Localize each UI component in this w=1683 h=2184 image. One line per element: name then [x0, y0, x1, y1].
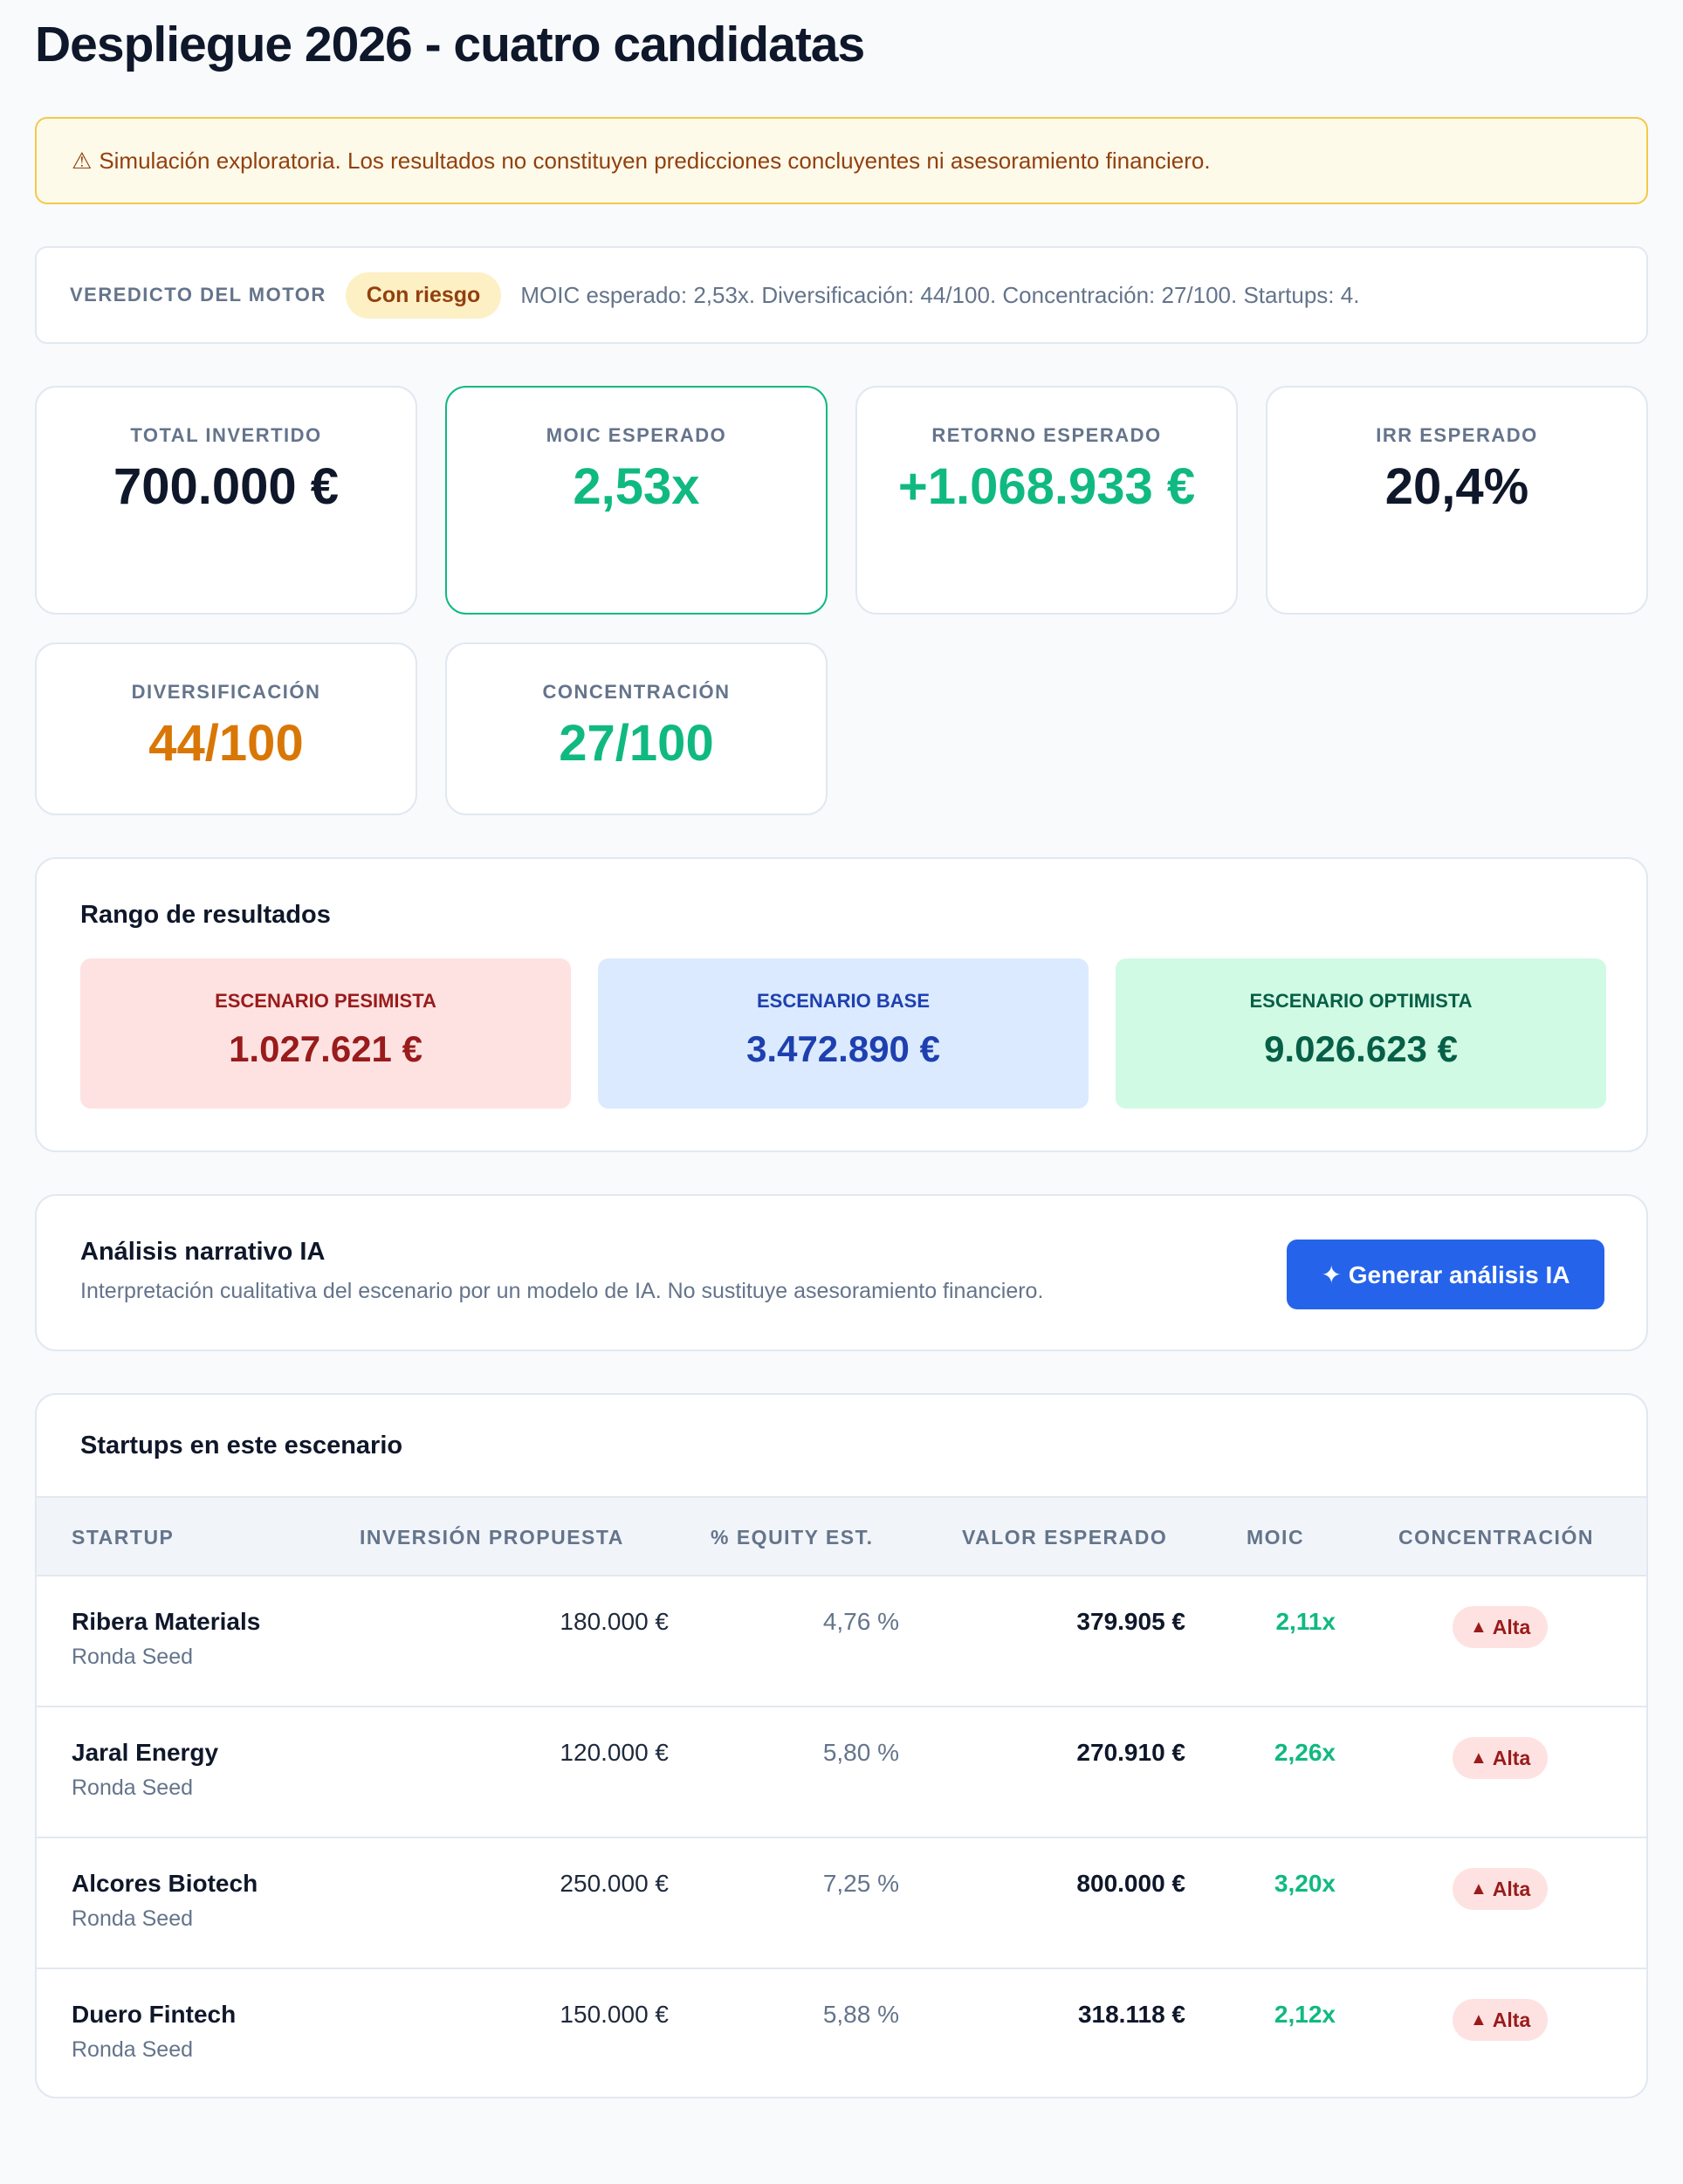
kpi-label: TOTAL INVERTIDO: [130, 424, 322, 446]
expected-value: 379.905 €: [1076, 1608, 1185, 1635]
kpi-label: DIVERSIFICACIÓN: [131, 681, 321, 703]
verdict-badge: Con riesgo: [345, 271, 502, 319]
startup-round: Ronda Seed: [72, 1775, 194, 1800]
expected-value: 318.118 €: [1077, 2001, 1185, 2028]
startups-table-title: Startups en este escenario: [80, 1432, 403, 1459]
warning-icon: ⚠: [72, 147, 93, 174]
concentration-label: Alta: [1492, 1746, 1531, 1769]
disclaimer-text: Simulación exploratoria. Los resultados …: [99, 147, 1211, 174]
verdict-label: VEREDICTO DEL MOTOR: [70, 284, 326, 306]
startups-table-card: Startups en este escenario STARTUP INVER…: [35, 1393, 1648, 2098]
kpi-label: MOIC ESPERADO: [546, 424, 727, 446]
ai-analysis-card: Análisis narrativo IA Interpretación cua…: [35, 1194, 1648, 1351]
kpi-expected-return: RETORNO ESPERADO +1.068.933 €: [855, 386, 1238, 615]
startup-name: Ribera Materials: [72, 1608, 261, 1635]
concentration-badge: ▲ Alta: [1453, 1868, 1549, 1910]
proposed-investment: 120.000 €: [560, 1739, 669, 1766]
kpi-value: 20,4%: [1384, 458, 1529, 515]
startup-round: Ronda Seed: [72, 1906, 194, 1931]
alert-triangle-icon: ▲: [1470, 1617, 1487, 1637]
expected-value: 270.910 €: [1076, 1739, 1185, 1766]
column-header: STARTUP: [72, 1526, 175, 1549]
startup-name: Alcores Biotech: [72, 1870, 258, 1897]
results-range-card: Rango de resultados ESCENARIO PESIMISTA …: [35, 857, 1648, 1152]
scenario-label: ESCENARIO BASE: [756, 990, 931, 1012]
kpi-diversification: DIVERSIFICACIÓN 44/100: [35, 642, 417, 815]
moic-value: 2,12x: [1274, 2001, 1336, 2028]
concentration-badge: ▲ Alta: [1453, 1606, 1549, 1648]
kpi-expected-irr: IRR ESPERADO 20,4%: [1266, 386, 1648, 615]
kpi-value: 2,53x: [573, 458, 700, 515]
column-header: INVERSIÓN PROPUESTA: [360, 1526, 624, 1549]
moic-value: 2,26x: [1274, 1739, 1336, 1766]
engine-verdict: VEREDICTO DEL MOTOR Con riesgo MOIC espe…: [35, 246, 1648, 344]
startup-name: Duero Fintech: [72, 2001, 237, 2028]
scenario-value: 1.027.621 €: [229, 1028, 422, 1069]
scenario-label: ESCENARIO OPTIMISTA: [1249, 990, 1473, 1012]
scenario-label: ESCENARIO PESIMISTA: [215, 990, 436, 1012]
proposed-investment: 150.000 €: [560, 2001, 669, 2028]
startup-round: Ronda Seed: [72, 2037, 194, 2062]
concentration-label: Alta: [1492, 1877, 1531, 1900]
scenario-value: 3.472.890 €: [746, 1028, 940, 1069]
scenario-optimistic: ESCENARIO OPTIMISTA 9.026.623 €: [1116, 958, 1606, 1109]
estimated-equity: 5,88 %: [822, 2001, 899, 2028]
alert-triangle-icon: ▲: [1470, 1748, 1487, 1768]
estimated-equity: 4,76 %: [822, 1608, 899, 1635]
generate-ai-analysis-button[interactable]: ✦ Generar análisis IA: [1287, 1240, 1604, 1309]
kpi-value: 700.000 €: [113, 458, 340, 515]
moic-value: 2,11x: [1275, 1608, 1336, 1635]
column-header: MOIC: [1247, 1526, 1305, 1549]
kpi-value: +1.068.933 €: [897, 458, 1196, 515]
proposed-investment: 250.000 €: [560, 1870, 669, 1897]
scenario-base: ESCENARIO BASE 3.472.890 €: [598, 958, 1089, 1109]
table-header: STARTUP INVERSIÓN PROPUESTA % EQUITY EST…: [37, 1496, 1646, 1576]
kpi-total-invested: TOTAL INVERTIDO 700.000 €: [35, 386, 417, 615]
ai-analysis-subtitle: Interpretación cualitativa del escenario…: [80, 1279, 1044, 1303]
alert-triangle-icon: ▲: [1470, 1878, 1487, 1899]
expected-value: 800.000 €: [1076, 1870, 1185, 1897]
concentration-badge: ▲ Alta: [1453, 1999, 1549, 2041]
moic-value: 3,20x: [1274, 1870, 1336, 1897]
alert-triangle-icon: ▲: [1470, 2009, 1487, 2029]
verdict-summary: MOIC esperado: 2,53x. Diversificación: 4…: [520, 281, 1360, 308]
estimated-equity: 7,25 %: [822, 1870, 899, 1897]
disclaimer-banner: ⚠ Simulación exploratoria. Los resultado…: [35, 117, 1648, 204]
ai-analysis-title: Análisis narrativo IA: [80, 1238, 326, 1266]
results-range-title: Rango de resultados: [80, 901, 331, 929]
table-row[interactable]: Ribera Materials Ronda Seed 180.000 € 4,…: [37, 1576, 1646, 1707]
estimated-equity: 5,80 %: [822, 1739, 899, 1766]
scenario-value: 9.026.623 €: [1264, 1028, 1458, 1069]
concentration-label: Alta: [1492, 1615, 1531, 1638]
kpi-value: 44/100: [148, 715, 304, 772]
scenario-pessimistic: ESCENARIO PESIMISTA 1.027.621 €: [80, 958, 571, 1109]
column-header: % EQUITY EST.: [711, 1526, 874, 1549]
kpi-label: IRR ESPERADO: [1376, 424, 1538, 446]
kpi-concentration: CONCENTRACIÓN 27/100: [445, 642, 828, 815]
kpi-expected-moic: MOIC ESPERADO 2,53x: [445, 386, 828, 615]
startup-name: Jaral Energy: [72, 1739, 219, 1766]
kpi-label: CONCENTRACIÓN: [542, 681, 731, 703]
concentration-label: Alta: [1492, 2008, 1531, 2031]
table-row[interactable]: Alcores Biotech Ronda Seed 250.000 € 7,2…: [37, 1838, 1646, 1969]
kpi-label: RETORNO ESPERADO: [931, 424, 1162, 446]
column-header: CONCENTRACIÓN: [1398, 1526, 1594, 1549]
proposed-investment: 180.000 €: [560, 1608, 669, 1635]
table-row[interactable]: Duero Fintech Ronda Seed 150.000 € 5,88 …: [37, 1969, 1646, 2097]
concentration-badge: ▲ Alta: [1453, 1737, 1549, 1779]
table-row[interactable]: Jaral Energy Ronda Seed 120.000 € 5,80 %…: [37, 1707, 1646, 1838]
page-title: Despliegue 2026 - cuatro candidatas: [35, 17, 865, 72]
startup-round: Ronda Seed: [72, 1645, 194, 1669]
kpi-value: 27/100: [559, 715, 714, 772]
column-header: VALOR ESPERADO: [962, 1526, 1168, 1549]
